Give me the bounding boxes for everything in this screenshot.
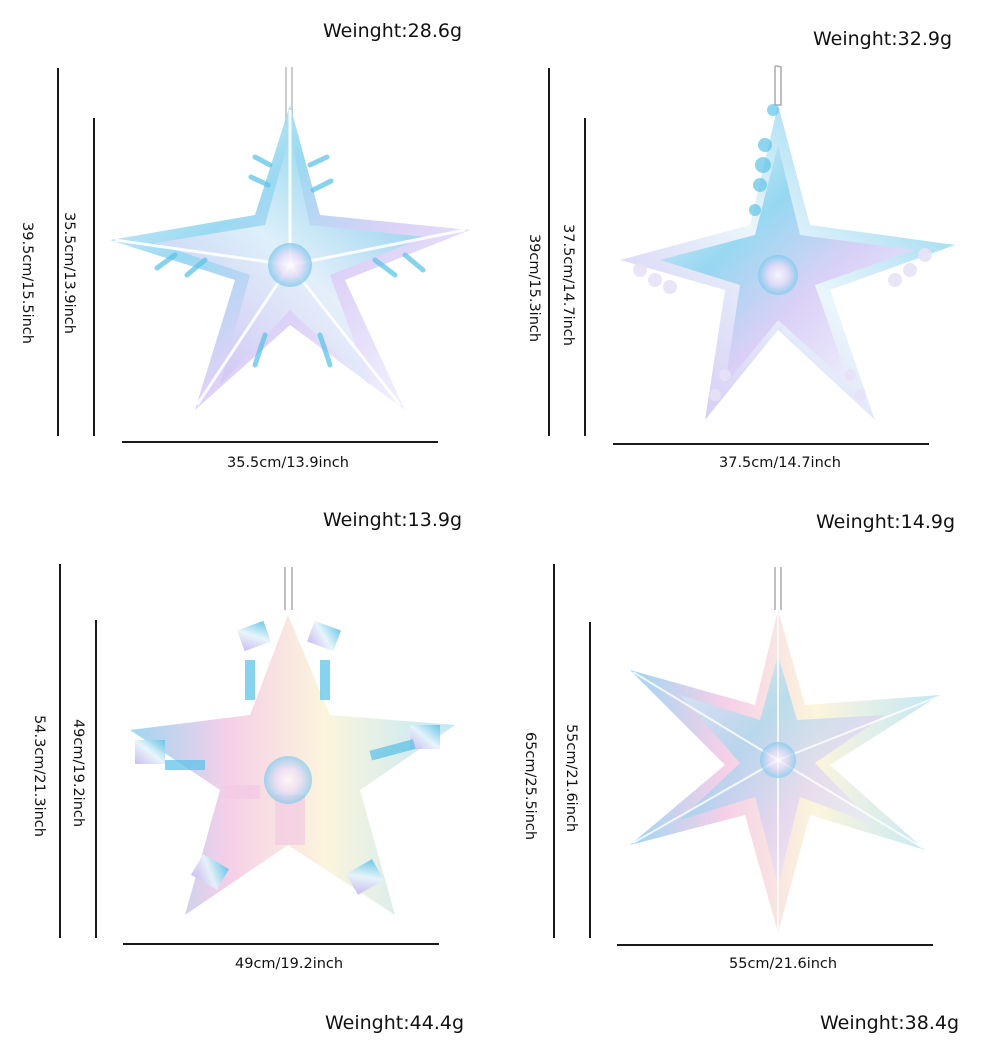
width-line (617, 944, 933, 946)
width-label: 55cm/21.6inch (729, 956, 838, 972)
height-outer-label: 65cm/25.5inch (522, 731, 539, 841)
width-label: 35.5cm/13.9inch (227, 455, 349, 471)
height-outer-label: 39.5cm/15.5inch (18, 222, 35, 344)
height-outer-label: 54.3cm/21.3inch (30, 715, 47, 837)
snowflake-star-ornament-image (130, 567, 455, 915)
scalloped-star-ornament-image (620, 65, 955, 420)
weight-label: Weinght:14.9g (816, 511, 956, 533)
width-line (122, 441, 438, 443)
six-point-star-ornament-image (630, 567, 940, 933)
height-inner-line (584, 118, 586, 436)
width-line (613, 443, 929, 445)
width-label: 37.5cm/14.7inch (719, 455, 841, 471)
weight-label: Weinght:13.9g (323, 509, 463, 531)
spiky-star-ornament-image (110, 67, 470, 410)
height-inner-label: 35.5cm/13.9inch (60, 212, 77, 334)
height-outer-line (553, 564, 555, 938)
height-inner-label: 49cm/19.2inch (70, 718, 87, 828)
width-label: 49cm/19.2inch (235, 956, 344, 972)
width-line (123, 943, 439, 945)
height-inner-label: 37.5cm/14.7inch (559, 224, 576, 346)
weight-label: Weinght:28.6g (323, 20, 463, 42)
height-outer-line (548, 68, 550, 436)
weight-label-bottom-left: Weinght:44.4g (325, 1012, 465, 1034)
height-outer-line (59, 564, 61, 938)
height-inner-line (589, 622, 591, 938)
height-outer-label: 39cm/15.3inch (526, 233, 543, 343)
height-inner-label: 55cm/21.6inch (563, 723, 580, 833)
weight-label-bottom-right: Weinght:38.4g (820, 1012, 960, 1034)
height-inner-line (95, 620, 97, 938)
weight-label: Weinght:32.9g (813, 28, 953, 50)
height-inner-line (93, 118, 95, 436)
height-outer-line (57, 68, 59, 436)
